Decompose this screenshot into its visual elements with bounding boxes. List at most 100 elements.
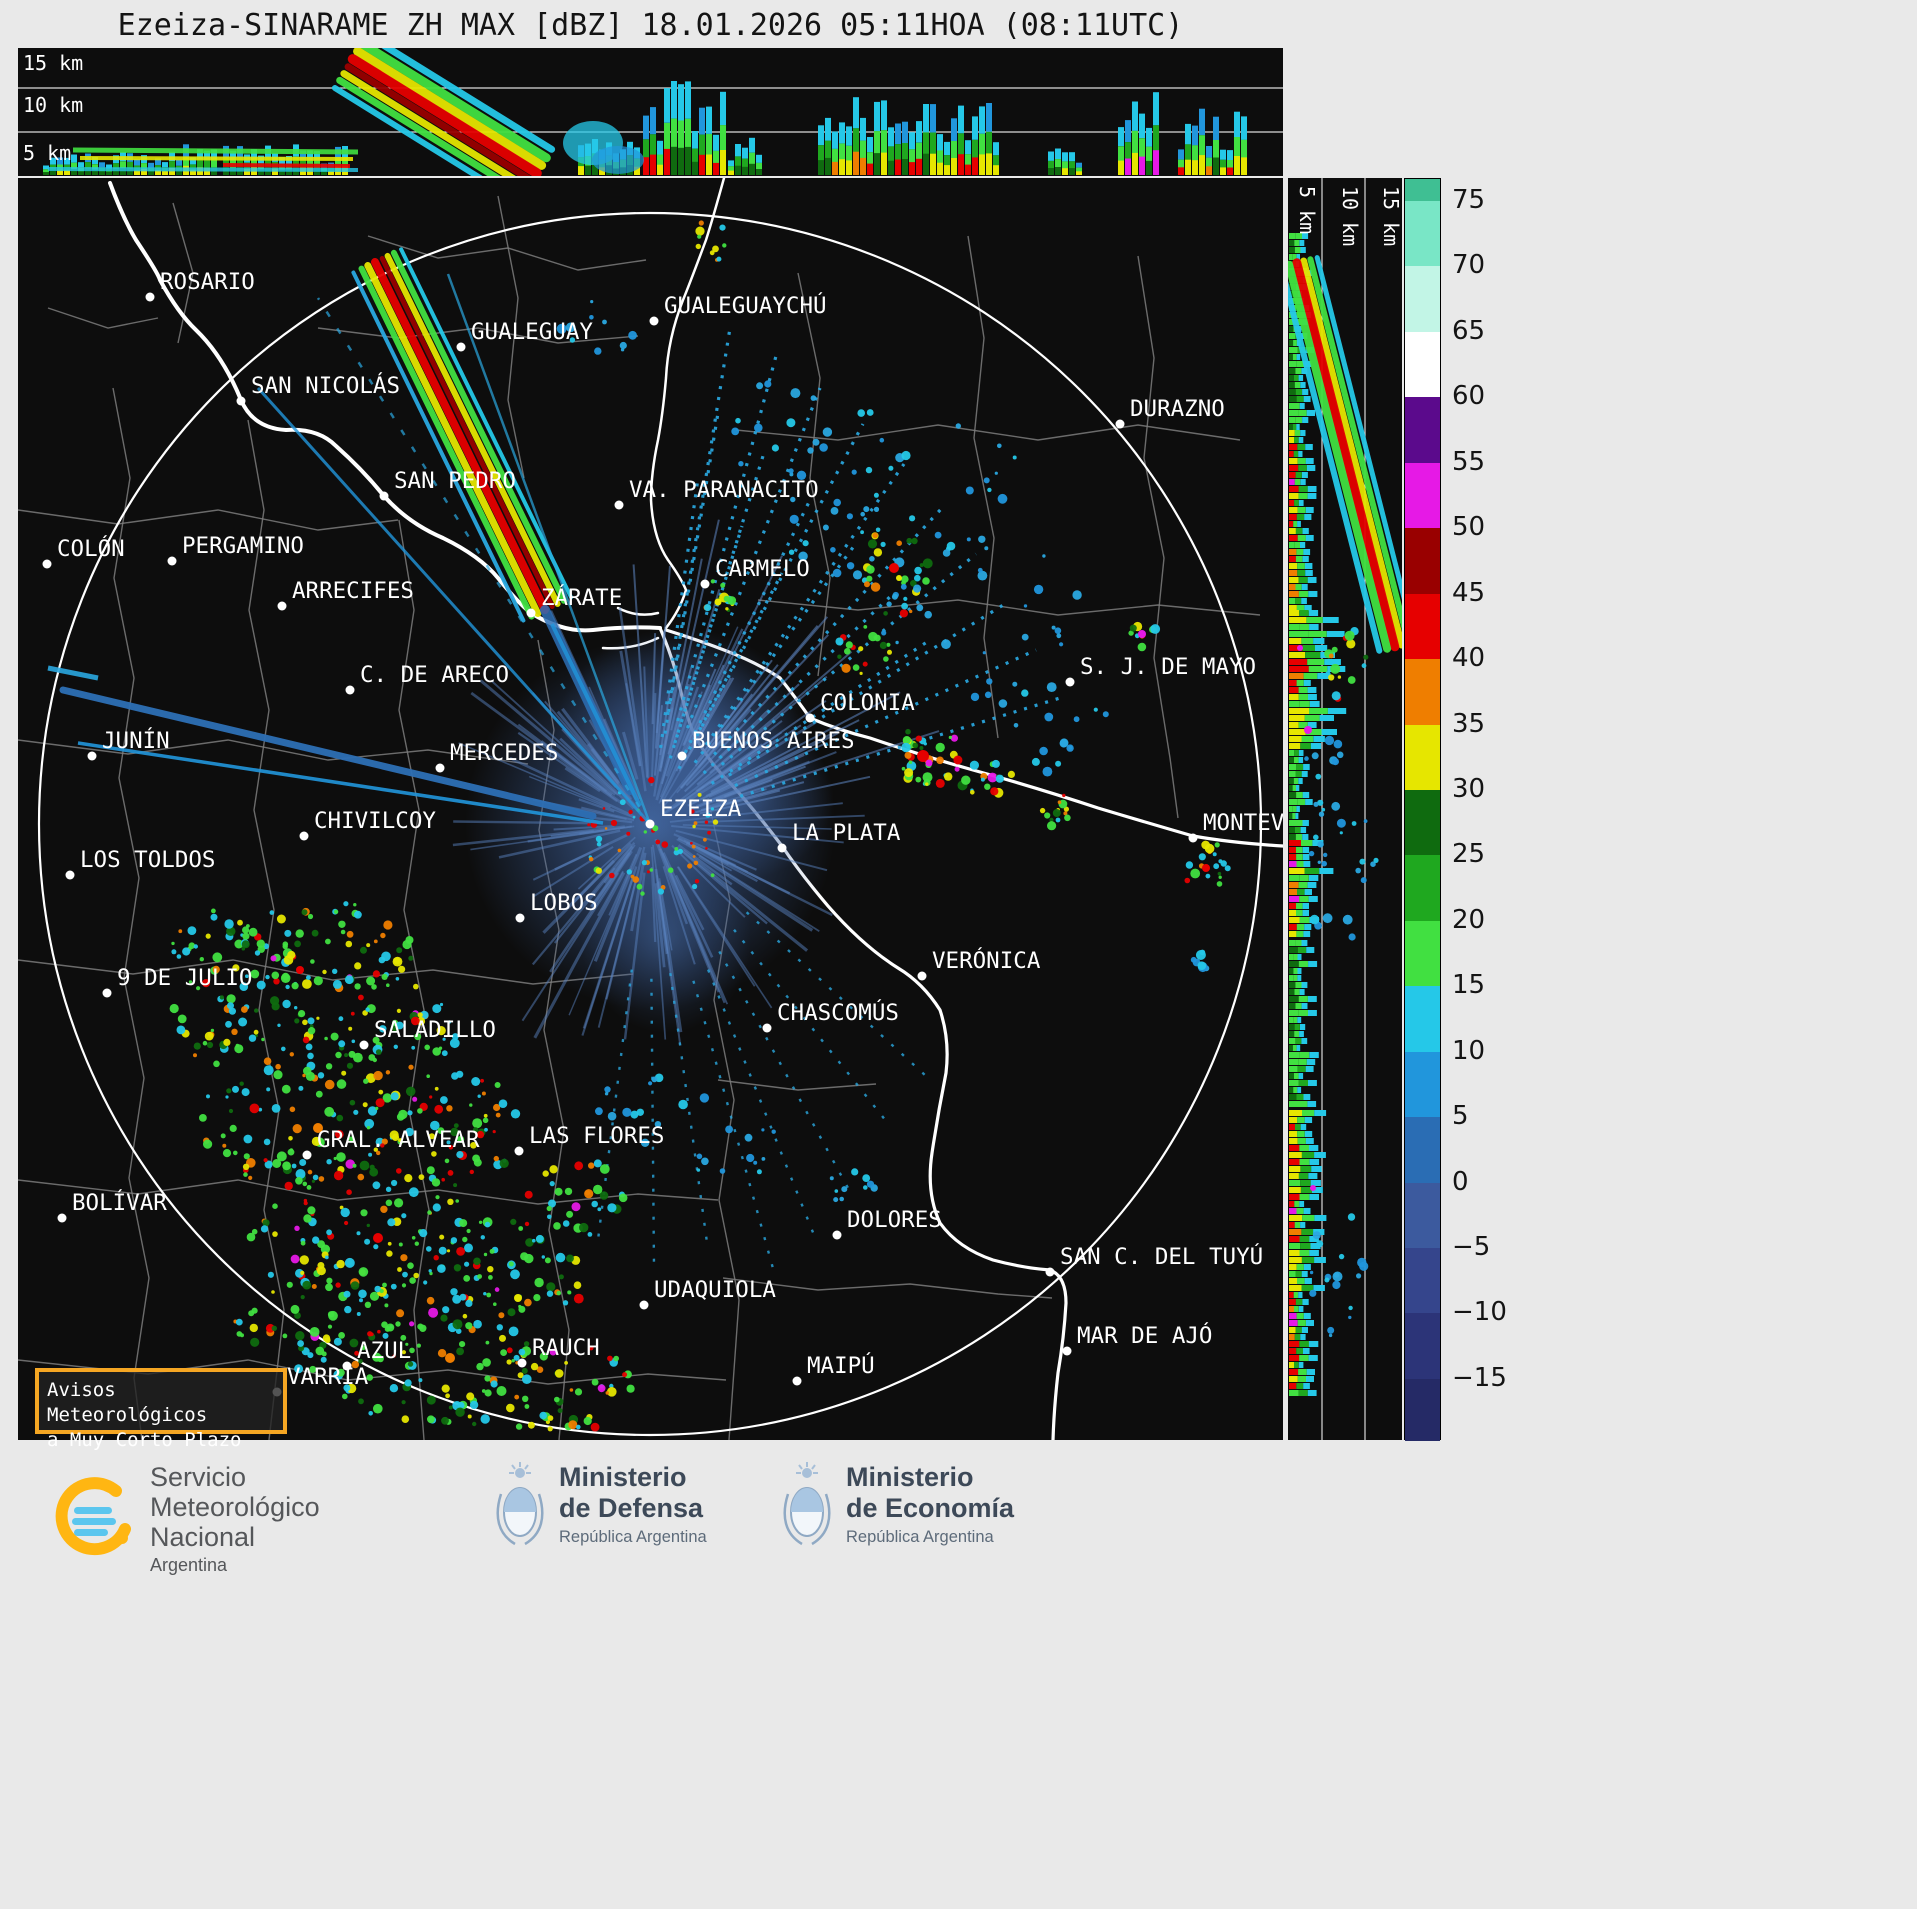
altitude-label: 5 km	[23, 141, 71, 165]
altitude-label: 10 km	[23, 93, 83, 117]
city-dot	[832, 1230, 842, 1240]
city-dot	[639, 1300, 649, 1310]
city-dot	[1045, 1267, 1055, 1277]
city-dot	[277, 601, 287, 611]
colorbar-tick-label: 75	[1452, 185, 1486, 215]
city-label: MAIPÚ	[807, 1351, 875, 1379]
coat-of-arms-icon	[783, 1462, 831, 1546]
city-dot	[515, 913, 525, 923]
city-dot	[302, 1150, 312, 1160]
city-label: MAR DE AJÓ	[1077, 1321, 1212, 1349]
district-boundaries	[18, 195, 1261, 1440]
colorbar-tick-label: 70	[1452, 250, 1486, 281]
city-dot	[762, 1023, 772, 1033]
top-cross-section-echoes	[43, 48, 1247, 176]
colorbar-segment	[1405, 789, 1440, 856]
city-label: CHIVILCOY	[314, 808, 436, 834]
colorbar-segment	[1405, 331, 1440, 398]
economia-text: Ministerio de Economía República Argenti…	[846, 1462, 1014, 1547]
right-cross-section-svg: 5 km 10 km 15 km	[1288, 178, 1402, 1440]
city-label: GRAL. ALVEAR	[317, 1127, 480, 1153]
city-label: RAUCH	[532, 1335, 600, 1361]
city-label: SAN NICOLÁS	[251, 371, 400, 399]
defensa-text: Ministerio de Defensa República Argentin…	[559, 1462, 707, 1547]
city-label: ARRECIFES	[292, 578, 414, 604]
city-label: VARRÍA	[287, 1362, 369, 1390]
city-label: AZUL	[357, 1338, 411, 1364]
city-label: LAS FLORES	[529, 1123, 664, 1149]
colorbar-tick-label: 30	[1452, 773, 1486, 804]
city-label: S. J. DE MAYO	[1080, 654, 1256, 680]
colorbar-segment	[1405, 986, 1440, 1052]
colorbar-tick-label: 15	[1452, 970, 1486, 1001]
dbz-colorbar	[1404, 178, 1441, 1441]
colorbar-segment	[1405, 1182, 1440, 1248]
city-dot	[1065, 677, 1075, 687]
city-label: VA. PARANACITO	[629, 477, 819, 503]
city-label: VERÓNICA	[932, 946, 1041, 974]
colorbar-segment	[1405, 724, 1440, 790]
colorbar-segment	[1405, 659, 1440, 725]
colorbar-tick-label: 25	[1452, 839, 1486, 870]
city-label: BOLÍVAR	[72, 1188, 167, 1216]
city-dot	[145, 292, 155, 302]
footer: Servicio Meteorológico Nacional Argentin…	[0, 1440, 1917, 1909]
altitude-label: 5 km	[1295, 186, 1319, 234]
smn-text: Servicio Meteorológico Nacional Argentin…	[150, 1462, 320, 1576]
city-dot	[645, 819, 655, 829]
colorbar-segment	[1405, 1313, 1440, 1379]
colorbar-segment	[1405, 593, 1440, 660]
city-label: SAN C. DEL TUYÚ	[1060, 1242, 1263, 1270]
colorbar-tick-label: 55	[1452, 446, 1486, 477]
colorbar-segment	[1405, 397, 1440, 463]
colorbar-tick-label: 60	[1452, 381, 1486, 412]
economia-logo-group: Ministerio de Economía República Argenti…	[782, 1460, 1014, 1548]
city-dot	[102, 988, 112, 998]
top-cross-section-panel: 15 km 10 km 5 km	[18, 48, 1283, 176]
smn-line: Nacional	[150, 1522, 256, 1552]
city-label: JUNÍN	[102, 726, 170, 754]
city-dot	[614, 500, 624, 510]
colorbar-segment	[1405, 266, 1440, 332]
city-dot	[87, 751, 97, 761]
city-dot	[236, 396, 246, 406]
city-label: GUALEGUAY	[471, 319, 593, 345]
altitude-label: 15 km	[1379, 186, 1402, 246]
city-label: EZEIZA	[660, 796, 742, 822]
colorbar-tick-label: 0	[1452, 1166, 1469, 1197]
radar-map-svg: ROSARIO GUALEGUAYCHÚ GUALEGUAY SAN NICOLÁS D…	[18, 178, 1283, 1440]
altitude-label: 10 km	[1338, 186, 1362, 246]
city-label: LOBOS	[530, 890, 598, 916]
alert-line2: a Muy Corto Plazo	[47, 1429, 242, 1451]
defensa-logo-group: Ministerio de Defensa República Argentin…	[495, 1460, 707, 1548]
ministry-name: de Economía	[846, 1492, 1015, 1523]
city-dot	[42, 559, 52, 569]
dbz-colorbar-ticks: 75 70 65 60 55 50 45 40 35 30 25 20 15 10 5 0 −5 −10 −15	[1452, 178, 1532, 1440]
colorbar-segment	[1405, 462, 1440, 529]
colorbar-tick-label: 35	[1452, 708, 1486, 739]
city-label: COLÓN	[57, 534, 125, 562]
radar-range-circle	[37, 211, 1263, 1437]
city-dot	[1115, 419, 1125, 429]
city-label: SAN PEDRO	[394, 468, 516, 494]
top-cross-section-svg: 15 km 10 km 5 km	[18, 48, 1283, 176]
city-dot	[167, 556, 177, 566]
city-label: DOLORES	[847, 1207, 942, 1233]
city-dot	[435, 763, 445, 773]
colorbar-segment	[1405, 1378, 1440, 1441]
city-label: LA PLATA	[792, 820, 901, 846]
radar-map-panel: ROSARIO GUALEGUAYCHÚ GUALEGUAY SAN NICOLÁS D…	[18, 178, 1283, 1440]
smn-line: Meteorológico	[150, 1492, 320, 1522]
colorbar-tick-label: 20	[1452, 904, 1486, 935]
city-label: C. DE ARECO	[360, 662, 509, 688]
colorbar-tick-label: 65	[1452, 315, 1486, 346]
city-dot	[456, 342, 466, 352]
colorbar-tick-label: −15	[1452, 1362, 1507, 1393]
city-label: GUALEGUAYCHÚ	[664, 291, 827, 319]
coat-of-arms-icon	[496, 1462, 544, 1546]
colorbar-segment	[1405, 1117, 1440, 1183]
ministry-sub: República Argentina	[846, 1527, 994, 1546]
city-label: CARMELO	[715, 556, 810, 582]
radar-echoes	[47, 220, 1231, 1432]
right-cross-section-echoes	[1288, 233, 1402, 1396]
